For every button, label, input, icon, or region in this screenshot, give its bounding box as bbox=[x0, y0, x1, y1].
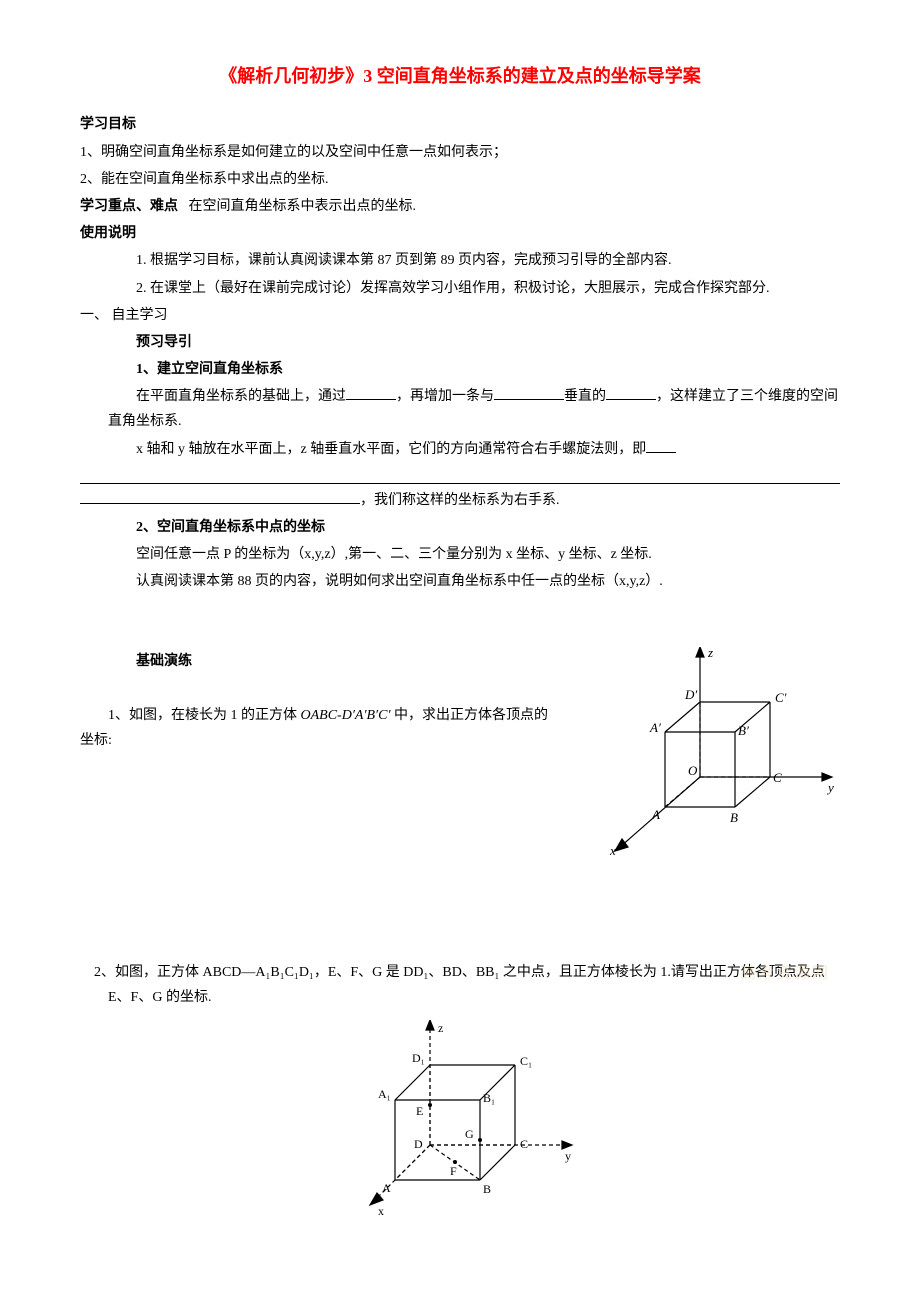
fig1-x: x bbox=[609, 843, 616, 857]
figure-1: z y x O A B C A′ B′ C′ D′ bbox=[580, 647, 840, 857]
blank-1[interactable] bbox=[346, 385, 396, 400]
fig1-z: z bbox=[707, 647, 713, 660]
blank-2[interactable] bbox=[494, 385, 564, 400]
fig1-O: O bbox=[688, 763, 698, 778]
goals-heading: 学习目标 bbox=[80, 112, 840, 137]
fig1-B: B bbox=[730, 810, 738, 825]
fig2-B1: B₁ bbox=[483, 1091, 495, 1105]
sub1-p2: x 轴和 y 轴放在水平面上，z 轴垂直水平面，它们的方向通常符合右手螺旋法则，… bbox=[80, 437, 840, 462]
fig2-y: y bbox=[565, 1149, 571, 1163]
fig1-Ap: A′ bbox=[649, 720, 661, 735]
goal-2: 2、能在空间直角坐标系中求出点的坐标. bbox=[80, 167, 840, 192]
q1-text: 1、如图，在棱长为 1 的正方体 OABC-D′A′B′C′ 中，求出正方体各顶… bbox=[80, 703, 560, 753]
blank-3[interactable] bbox=[606, 385, 656, 400]
q1-cube-label: OABC-D′A′B′C′ bbox=[301, 708, 391, 723]
blank-line-1[interactable] bbox=[80, 466, 840, 484]
fig1-y: y bbox=[826, 780, 834, 795]
fig2-D1: D₁ bbox=[412, 1051, 425, 1065]
q1-row: 基础演练 1、如图，在棱长为 1 的正方体 OABC-D′A′B′C′ 中，求出… bbox=[80, 647, 840, 857]
fig1-A: A bbox=[651, 807, 660, 822]
fig1-Dp: D′ bbox=[684, 687, 697, 702]
fig2-A: A bbox=[382, 1181, 391, 1195]
fig2-E: E bbox=[416, 1104, 423, 1118]
blank-5[interactable] bbox=[80, 489, 360, 504]
fig2-B: B bbox=[483, 1182, 491, 1196]
selfstudy-heading: 一、 自主学习 bbox=[80, 303, 840, 328]
figure-2: z y x D A B C A₁ B₁ C₁ D₁ E F G bbox=[340, 1020, 580, 1220]
fig2-A1: A₁ bbox=[378, 1087, 391, 1101]
sub2-heading: 2、空间直角坐标系中点的坐标 bbox=[80, 515, 840, 540]
usage-heading: 使用说明 bbox=[80, 221, 840, 246]
fig2-x: x bbox=[378, 1204, 384, 1218]
fig2-C1: C₁ bbox=[520, 1054, 532, 1068]
focus-line: 学习重点、难点 在空间直角坐标系中表示出点的坐标. bbox=[80, 194, 840, 219]
fig1-Cp: C′ bbox=[775, 690, 787, 705]
sub1-p1b: ，再增加一条与 bbox=[396, 389, 494, 404]
blank-4[interactable] bbox=[646, 438, 676, 453]
fig1-C: C bbox=[773, 770, 782, 785]
fig2-G: G bbox=[465, 1127, 474, 1141]
sub1-p1c: 垂直的 bbox=[564, 389, 606, 404]
sub2-p1: 空间任意一点 P 的坐标为（x,y,z）,第一、二、三个量分别为 x 坐标、y … bbox=[80, 542, 840, 567]
q1a: 1、如图，在棱长为 1 的正方体 bbox=[108, 708, 301, 723]
sub1-p2-end: ，我们称这样的坐标系为右手系. bbox=[80, 488, 840, 513]
sub1-p2b: ，我们称这样的坐标系为右手系. bbox=[360, 493, 560, 508]
practice-heading: 基础演练 bbox=[80, 649, 560, 674]
fig2-C: C bbox=[520, 1137, 528, 1151]
fig1-Bp: B′ bbox=[738, 723, 749, 738]
sub2-p2: 认真阅读课本第 88 页的内容，说明如何求出空间直角坐标系中任一点的坐标（x,y… bbox=[80, 569, 840, 594]
focus-body: 在空间直角坐标系中表示出点的坐标. bbox=[189, 199, 417, 214]
focus-heading: 学习重点、难点 bbox=[80, 199, 178, 214]
doc-title: 《解析几何初步》3 空间直角坐标系的建立及点的坐标导学案 bbox=[80, 60, 840, 92]
sub1-p1: 在平面直角坐标系的基础上，通过，再增加一条与垂直的，这样建立了三个维度的空间直角… bbox=[80, 384, 840, 434]
fig2-F: F bbox=[450, 1164, 457, 1178]
usage-2: 2. 在课堂上（最好在课前完成讨论）发挥高效学习小组作用，积极讨论，大胆展示，完… bbox=[80, 276, 840, 301]
fig2-z: z bbox=[438, 1021, 443, 1035]
sub1-heading: 1、建立空间直角坐标系 bbox=[80, 357, 840, 382]
sub1-p1a: 在平面直角坐标系的基础上，通过 bbox=[136, 389, 346, 404]
q2-text: 2、如图，正方体 ABCD—A₁B₁C₁D₁，E、F、G 是 DD₁、BD、BB… bbox=[94, 960, 840, 1010]
prestudy-heading: 预习导引 bbox=[80, 330, 840, 355]
usage-1: 1. 根据学习目标，课前认真阅读课本第 87 页到第 89 页内容，完成预习引导… bbox=[80, 248, 840, 273]
sub1-p2a: x 轴和 y 轴放在水平面上，z 轴垂直水平面，它们的方向通常符合右手螺旋法则，… bbox=[136, 442, 646, 457]
goal-1: 1、明确空间直角坐标系是如何建立的以及空间中任意一点如何表示； bbox=[80, 140, 840, 165]
fig2-D: D bbox=[414, 1137, 423, 1151]
